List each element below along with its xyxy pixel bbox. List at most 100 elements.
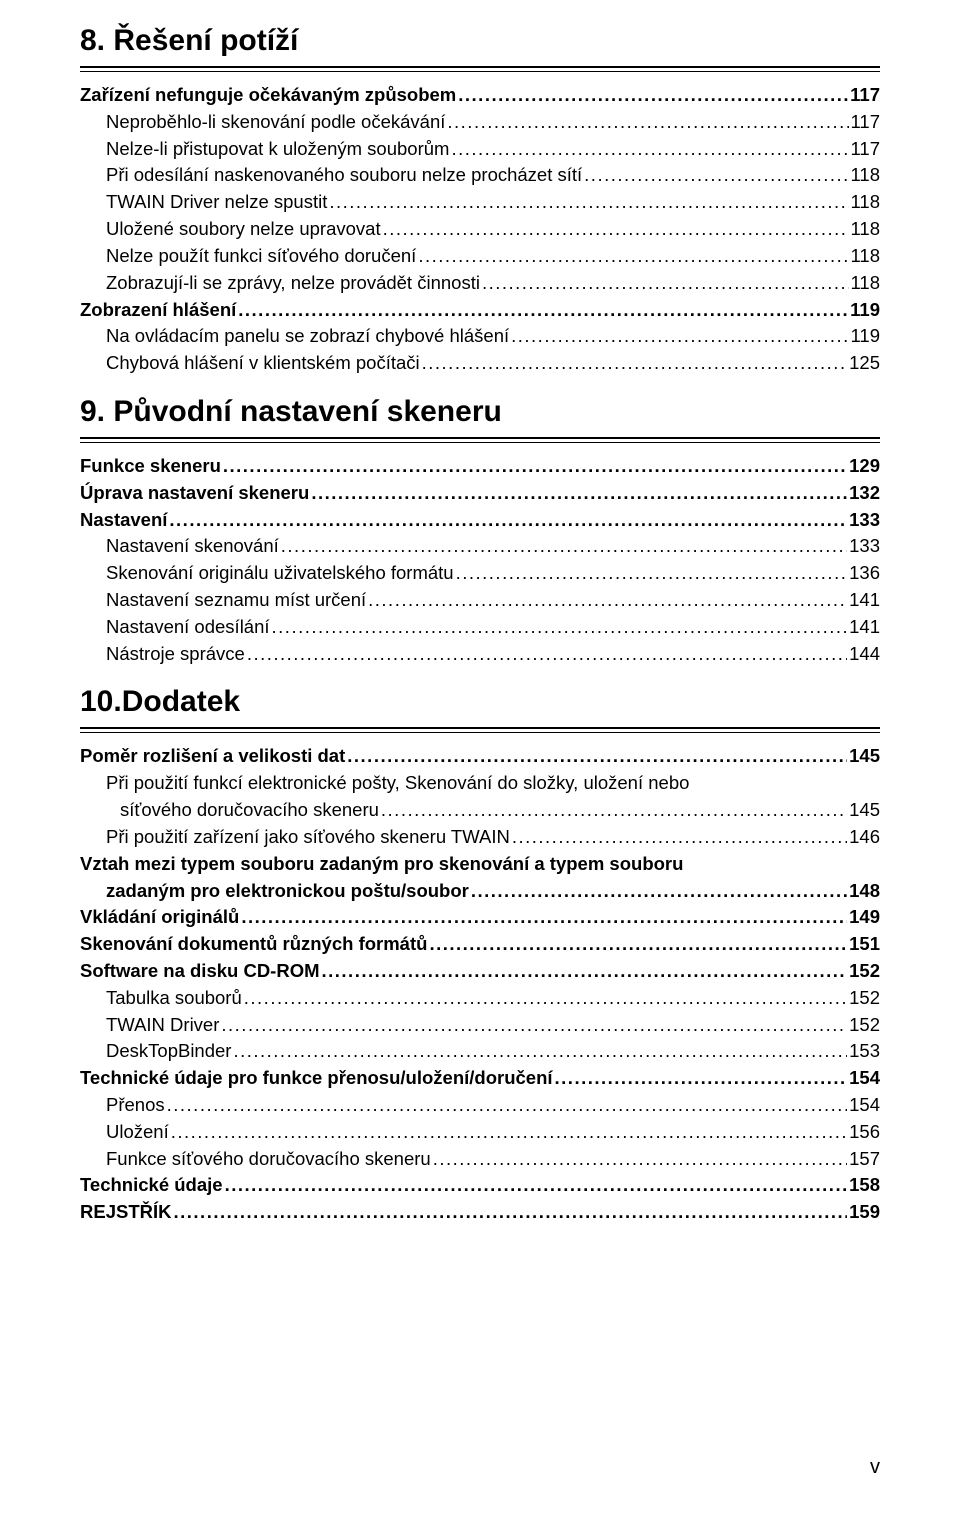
toc-leader-dots xyxy=(174,1199,848,1226)
toc-entry-label: Uložené soubory nelze upravovat xyxy=(106,216,381,243)
toc-leader-dots xyxy=(223,453,847,480)
toc-entry: Nástroje správce144 xyxy=(80,641,880,668)
toc-leader-dots xyxy=(171,1119,847,1146)
toc-entry: Na ovládacím panelu se zobrazí chybové h… xyxy=(80,323,880,350)
toc-entry-page: 118 xyxy=(851,162,881,189)
toc-entry: Skenování originálu uživatelského formát… xyxy=(80,560,880,587)
toc-leader-dots xyxy=(238,297,848,324)
toc-entry: Nelze-li přistupovat k uloženým souborům… xyxy=(80,136,880,163)
toc-entry-label: Zařízení nefunguje očekávaným způsobem xyxy=(80,82,456,109)
toc-entry-page: 118 xyxy=(851,216,881,243)
toc-entry-label: Tabulka souborů xyxy=(106,985,242,1012)
toc-entry-page: 146 xyxy=(849,824,880,851)
toc-entry-label: Nastavení skenování xyxy=(106,533,279,560)
toc-entry-label: Funkce síťového doručovacího skeneru xyxy=(106,1146,431,1173)
toc-entry: Při odesílání naskenovaného souboru nelz… xyxy=(80,162,880,189)
toc-entry-label: Poměr rozlišení a velikosti dat xyxy=(80,743,345,770)
toc-entry: DeskTopBinder153 xyxy=(80,1038,880,1065)
toc-leader-dots xyxy=(418,243,848,270)
toc-leader-dots xyxy=(555,1065,848,1092)
toc-leader-dots xyxy=(329,189,848,216)
toc-entry-page: 136 xyxy=(849,560,880,587)
toc-entry-label: Nelze-li přistupovat k uloženým souborům xyxy=(106,136,449,163)
toc-entry-page: 149 xyxy=(849,904,880,931)
toc-leader-dots xyxy=(381,797,847,824)
toc-entry: Nelze použít funkci síťového doručení118 xyxy=(80,243,880,270)
toc-entry-page: 118 xyxy=(851,189,881,216)
toc-leader-dots xyxy=(233,1038,847,1065)
toc-leader-dots xyxy=(482,270,849,297)
toc-page: 8. Řešení potíží Zařízení nefunguje očeká… xyxy=(0,0,960,1515)
toc-entry-page: 158 xyxy=(849,1172,880,1199)
toc-entry: Technické údaje pro funkce přenosu/ulože… xyxy=(80,1065,880,1092)
toc-leader-dots xyxy=(225,1172,848,1199)
toc-leader-dots xyxy=(471,878,847,905)
toc-entry-page: 151 xyxy=(849,931,880,958)
toc-entry-page: 154 xyxy=(849,1065,880,1092)
toc-entry: Nastavení skenování133 xyxy=(80,533,880,560)
toc-leader-dots xyxy=(247,641,847,668)
toc-entry-page: 119 xyxy=(851,323,881,350)
toc-entry: Neproběhlo-li skenování podle očekávání 1… xyxy=(80,109,880,136)
toc-entry-label: Nastavení xyxy=(80,507,167,534)
toc-entry-page: 118 xyxy=(851,270,881,297)
toc-leader-dots xyxy=(512,824,847,851)
section-rule xyxy=(80,66,880,72)
toc-entry-page: 119 xyxy=(850,297,880,324)
toc-entry-page: 133 xyxy=(849,507,880,534)
toc-entry: Vztah mezi typem souboru zadaným pro ske… xyxy=(80,851,880,878)
toc-entry-page: 145 xyxy=(849,797,880,824)
toc-entry-label: Neproběhlo-li skenování podle očekávání xyxy=(106,109,445,136)
toc-leader-dots xyxy=(383,216,849,243)
toc-entry-label: Technické údaje xyxy=(80,1172,223,1199)
toc-entry-page: 157 xyxy=(849,1146,880,1173)
toc-leader-dots xyxy=(451,136,848,163)
section-title: 10.Dodatek xyxy=(80,685,880,719)
toc-entry-label: Nastavení odesílání xyxy=(106,614,270,641)
toc-entry-page: 152 xyxy=(849,985,880,1012)
toc-entry: Uložení156 xyxy=(80,1119,880,1146)
toc-entry: Poměr rozlišení a velikosti dat 145 xyxy=(80,743,880,770)
toc-leader-dots xyxy=(347,743,847,770)
toc-entry-label: Nástroje správce xyxy=(106,641,245,668)
toc-entry-label: Skenování dokumentů různých formátů xyxy=(80,931,427,958)
toc-entry-page: 125 xyxy=(849,350,880,377)
toc-entry-page: 153 xyxy=(849,1038,880,1065)
toc-entry: Zařízení nefunguje očekávaným způsobem 11… xyxy=(80,82,880,109)
toc-entry-page: 154 xyxy=(849,1092,880,1119)
toc-entry-label: Technické údaje pro funkce přenosu/ulože… xyxy=(80,1065,553,1092)
toc-entry-label: Vkládání originálů xyxy=(80,904,239,931)
toc-leader-dots xyxy=(433,1146,847,1173)
toc-entry: TWAIN Driver nelze spustit118 xyxy=(80,189,880,216)
toc-entry-page: 117 xyxy=(851,109,881,136)
section-rule xyxy=(80,727,880,733)
toc-entry-label: REJSTŘÍK xyxy=(80,1199,172,1226)
toc-leader-dots xyxy=(322,958,848,985)
toc-entry-label: Při odesílání naskenovaného souboru nelz… xyxy=(106,162,582,189)
toc-leader-dots xyxy=(584,162,848,189)
toc-entry: Tabulka souborů 152 xyxy=(80,985,880,1012)
toc-entry: Vkládání originálů 149 xyxy=(80,904,880,931)
toc-entry: Zobrazují-li se zprávy, nelze provádět č… xyxy=(80,270,880,297)
toc-entry: síťového doručovacího skeneru145 xyxy=(80,797,880,824)
toc-leader-dots xyxy=(429,931,847,958)
toc-entry-page: 152 xyxy=(849,1012,880,1039)
toc-entry: Nastavení 133 xyxy=(80,507,880,534)
toc-leader-dots xyxy=(281,533,847,560)
toc-entry: Zobrazení hlášení119 xyxy=(80,297,880,324)
toc-entry: Při použití funkcí elektronické pošty, S… xyxy=(80,770,880,797)
toc-entry-page: 141 xyxy=(849,614,880,641)
toc-entry-page: 132 xyxy=(849,480,880,507)
toc-entry-page: 159 xyxy=(849,1199,880,1226)
toc-entry: Úprava nastavení skeneru132 xyxy=(80,480,880,507)
toc-entry: Skenování dokumentů různých formátů 151 xyxy=(80,931,880,958)
section-title: 8. Řešení potíží xyxy=(80,24,880,58)
toc-leader-dots xyxy=(244,985,847,1012)
toc-entry-page: 152 xyxy=(849,958,880,985)
toc-entry-page: 145 xyxy=(849,743,880,770)
toc-leader-dots xyxy=(447,109,848,136)
toc-entry-page: 117 xyxy=(850,82,880,109)
toc-leader-dots xyxy=(221,1012,847,1039)
toc-leader-dots xyxy=(272,614,848,641)
section-rule xyxy=(80,437,880,443)
